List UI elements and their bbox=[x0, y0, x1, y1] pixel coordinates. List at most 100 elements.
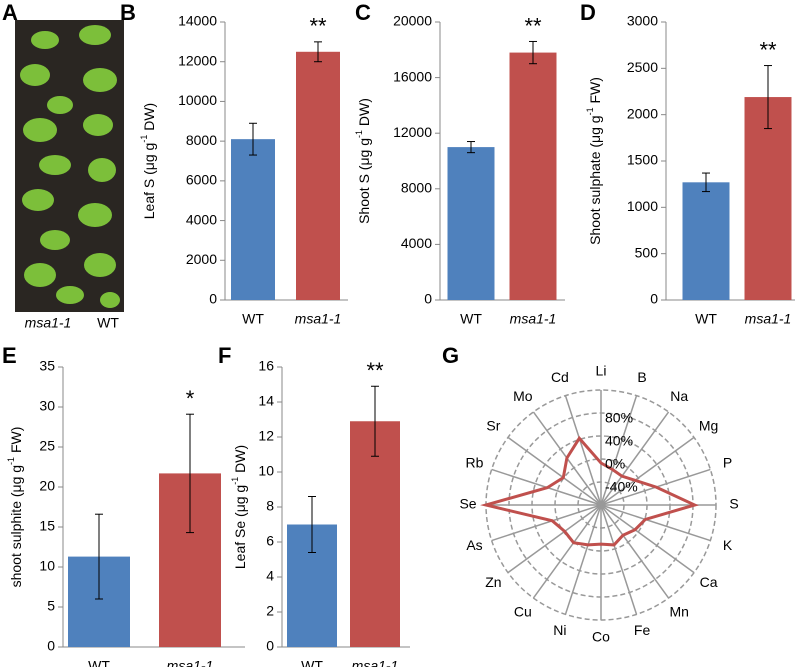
y-tick-label: 10000 bbox=[178, 92, 217, 108]
r-tick-label: 80% bbox=[605, 410, 633, 426]
spoke bbox=[600, 395, 638, 506]
y-tick-label: 10 bbox=[39, 558, 55, 574]
y-tick-label: 35 bbox=[39, 358, 55, 374]
bar bbox=[296, 51, 340, 301]
significance: ** bbox=[309, 14, 327, 39]
photo-label: WT bbox=[97, 315, 119, 331]
panel-label: E bbox=[2, 343, 17, 368]
y-tick-label: 4000 bbox=[186, 211, 217, 227]
axis-label: B bbox=[637, 369, 646, 385]
axis-label: Zn bbox=[485, 574, 501, 590]
y-axis-label-part: -1 bbox=[139, 135, 149, 143]
y-tick-label: 16 bbox=[258, 358, 274, 374]
y-tick-label: 4000 bbox=[401, 235, 432, 251]
y-axis-label-part: -1 bbox=[230, 477, 240, 485]
y-axis-label-part: FW) bbox=[587, 77, 603, 107]
spoke bbox=[507, 504, 602, 574]
spoke bbox=[564, 395, 602, 506]
axis-label: Mn bbox=[669, 603, 688, 619]
radar-line bbox=[480, 435, 699, 547]
y-axis-label-part: -1 bbox=[6, 457, 16, 465]
y-tick-label: 3000 bbox=[627, 13, 658, 29]
axis-label: Rb bbox=[466, 455, 484, 471]
y-tick-label: 6000 bbox=[186, 172, 217, 188]
y-tick-label: 8000 bbox=[186, 132, 217, 148]
axis-label: Co bbox=[592, 629, 610, 645]
y-axis-label-part: shoot sulphite (μg g bbox=[8, 465, 24, 587]
x-tick-label: msa1-1 bbox=[295, 311, 342, 327]
spoke bbox=[600, 411, 670, 506]
y-axis-label: Leaf Se (μg g-1 DW) bbox=[230, 445, 247, 569]
y-axis-label: Shoot sulphate (μg g-1 FW) bbox=[585, 77, 602, 245]
x-tick-label: msa1-1 bbox=[167, 658, 214, 667]
bar bbox=[682, 182, 730, 300]
x-tick-label: WT bbox=[695, 311, 717, 327]
y-tick-label: 12 bbox=[258, 428, 274, 444]
significance: ** bbox=[366, 358, 384, 383]
y-axis-label: Shoot S (μg g-1 DW) bbox=[354, 98, 371, 224]
spoke bbox=[600, 436, 695, 506]
photo-label: msa1-1 bbox=[25, 315, 72, 331]
y-axis-label-part: Leaf S (μg g bbox=[141, 143, 157, 220]
spoke bbox=[600, 504, 695, 574]
y-tick-label: 12000 bbox=[393, 124, 432, 140]
y-tick-label: 25 bbox=[39, 438, 55, 454]
axis-label: K bbox=[723, 537, 733, 553]
y-tick-label: 10 bbox=[258, 463, 274, 479]
axis-label: As bbox=[466, 537, 482, 553]
axis-label: Mg bbox=[699, 418, 718, 434]
y-axis-label-part: FW) bbox=[8, 427, 24, 457]
y-tick-label: 8000 bbox=[401, 180, 432, 196]
y-axis-label-part: -1 bbox=[354, 130, 364, 138]
x-tick-label: msa1-1 bbox=[510, 311, 557, 327]
x-tick-label: msa1-1 bbox=[745, 311, 792, 327]
y-tick-label: 1000 bbox=[627, 198, 658, 214]
y-tick-label: 0 bbox=[47, 638, 55, 654]
axis-label: P bbox=[723, 455, 732, 471]
y-axis-label-part: DW) bbox=[232, 445, 248, 477]
bar bbox=[509, 52, 557, 300]
plants bbox=[20, 25, 120, 308]
significance: ** bbox=[524, 13, 542, 38]
y-tick-label: 0 bbox=[650, 291, 658, 307]
significance: ** bbox=[759, 37, 777, 62]
spoke bbox=[532, 504, 602, 599]
spoke bbox=[491, 504, 602, 542]
y-tick-label: 14 bbox=[258, 393, 274, 409]
axis-label: Na bbox=[670, 388, 688, 404]
y-tick-label: 2 bbox=[266, 603, 274, 619]
y-tick-label: 6 bbox=[266, 533, 274, 549]
y-tick-label: 30 bbox=[39, 398, 55, 414]
x-tick-label: WT bbox=[88, 658, 110, 667]
bar bbox=[350, 421, 400, 647]
y-tick-label: 14000 bbox=[178, 13, 217, 29]
x-tick-label: WT bbox=[460, 311, 482, 327]
panel-label: A bbox=[2, 0, 18, 25]
y-axis-label-part: Leaf Se (μg g bbox=[232, 485, 248, 569]
spoke bbox=[564, 504, 602, 615]
axis-label: Cu bbox=[514, 603, 532, 619]
axis-label: Cd bbox=[551, 369, 569, 385]
y-tick-label: 2000 bbox=[186, 251, 217, 267]
x-tick-label: WT bbox=[301, 658, 323, 667]
y-tick-label: 8 bbox=[266, 498, 274, 514]
y-tick-label: 16000 bbox=[393, 68, 432, 84]
y-tick-label: 1500 bbox=[627, 152, 658, 168]
panel-label: F bbox=[218, 343, 231, 368]
y-tick-label: 15 bbox=[39, 518, 55, 534]
axis-label: Ca bbox=[700, 574, 718, 590]
axis-label: Sr bbox=[486, 418, 500, 434]
axis-label: Mo bbox=[513, 388, 533, 404]
r-tick-label: 0% bbox=[605, 456, 625, 472]
y-tick-label: 0 bbox=[424, 291, 432, 307]
y-axis-label: Leaf S (μg g-1 DW) bbox=[139, 103, 156, 219]
panel-label: G bbox=[442, 343, 459, 368]
y-axis-label-part: Shoot sulphate (μg g bbox=[587, 115, 603, 245]
y-tick-label: 2500 bbox=[627, 59, 658, 75]
spoke bbox=[507, 436, 602, 506]
y-tick-label: 20 bbox=[39, 478, 55, 494]
y-tick-label: 2000 bbox=[627, 105, 658, 121]
y-axis-label-part: DW) bbox=[356, 98, 372, 130]
y-tick-label: 0 bbox=[266, 638, 274, 654]
